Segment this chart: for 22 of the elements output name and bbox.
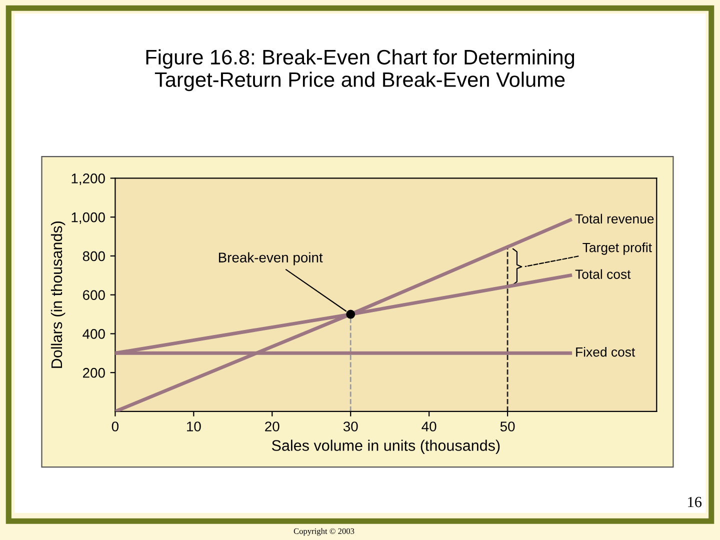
x-tick-label: 20: [265, 422, 280, 432]
y-tick-label: 400: [82, 329, 105, 339]
x-tick-label: 50: [500, 422, 515, 432]
text: 16: [688, 496, 702, 508]
series-label: Total cost: [575, 269, 631, 279]
series-label: Total revenue: [575, 214, 654, 224]
y-tick-label: 200: [83, 368, 105, 378]
y-tick-label: 800: [82, 251, 105, 262]
x-axis-title: Sales volume in units (thousands): [272, 440, 500, 454]
x-tick-label: 10: [187, 422, 201, 432]
y-tick-label: 1,200: [72, 174, 105, 186]
annotation: Target profit: [582, 242, 652, 255]
x-tick-label: 30: [343, 422, 358, 432]
annotation: Break-even point: [218, 252, 323, 266]
chart-title: Figure 16.8: Break-Even Chart for Determining Target-Return Price and Break-Even Volume: [146, 49, 574, 92]
series-label: Fixed cost: [576, 347, 636, 357]
y-axis-title: Dollars (in thousands): [50, 221, 66, 368]
y-tick-label: 1,000: [72, 212, 105, 224]
y-tick-label: 600: [83, 290, 105, 300]
x-tick-label: 0: [112, 422, 119, 432]
text: Copyright © 2003: [294, 528, 354, 536]
x-tick-label: 40: [422, 422, 436, 432]
